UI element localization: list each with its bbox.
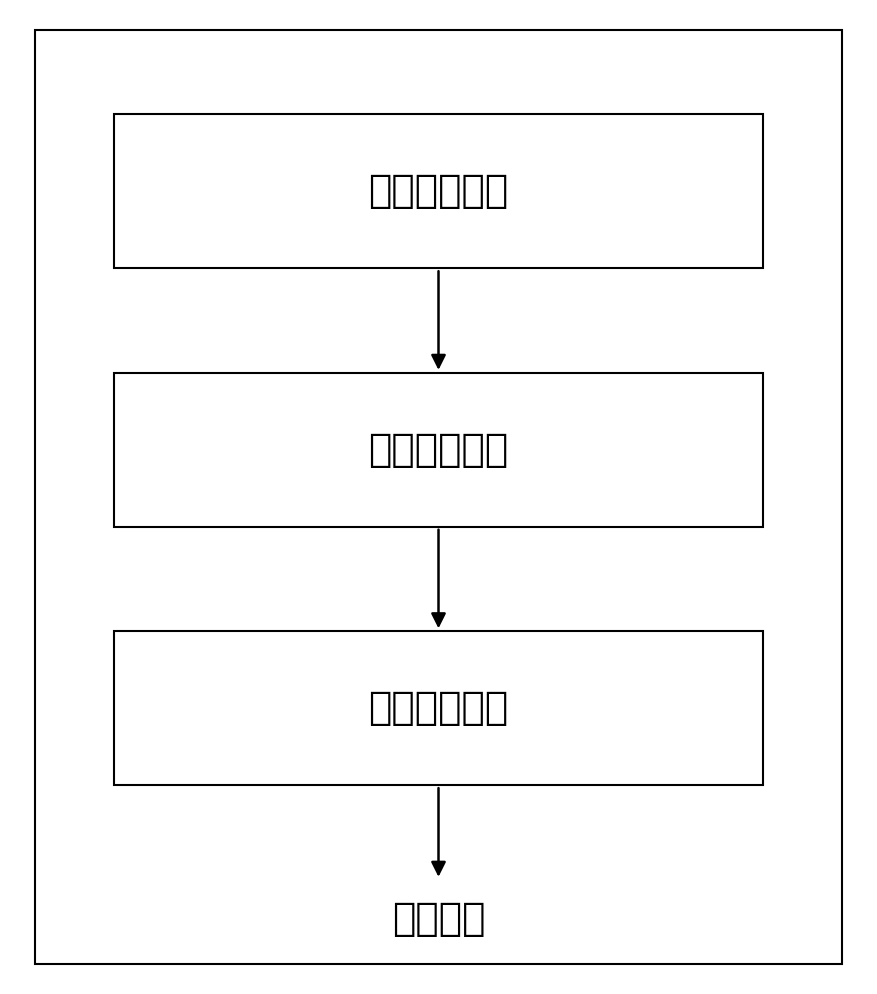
- Bar: [114, 114, 763, 268]
- Bar: [114, 631, 763, 785]
- Text: 电压求和模块: 电压求和模块: [368, 689, 509, 728]
- Text: 基准电压: 基准电压: [392, 901, 485, 938]
- Text: 电压生成模块: 电压生成模块: [368, 172, 509, 211]
- Text: 电压自举模块: 电压自举模块: [368, 430, 509, 469]
- Bar: [114, 373, 763, 527]
